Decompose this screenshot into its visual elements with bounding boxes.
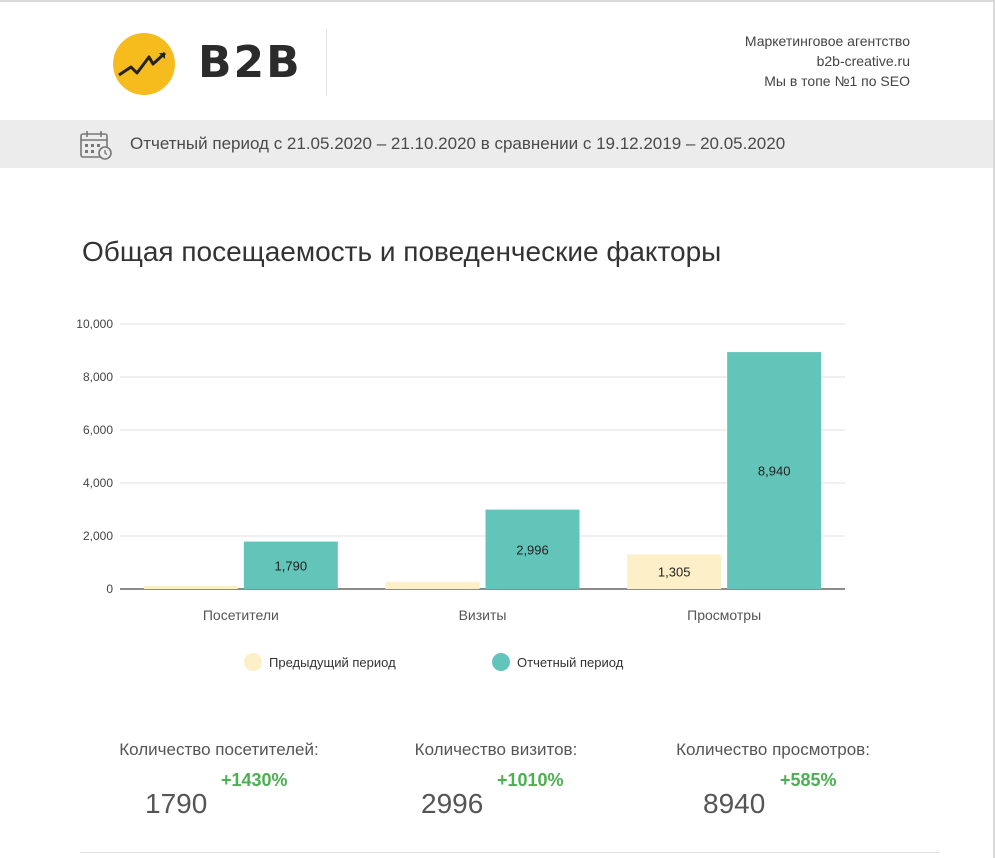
stat-label: Количество визитов: (414, 740, 578, 759)
logo-text: B2B (198, 37, 302, 88)
agency-line-site: b2b-creative.ru (816, 53, 910, 69)
stat-change: +1430% (221, 770, 288, 790)
agency-info: Маркетинговое агентство b2b-creative.ru … (745, 31, 910, 91)
legend-swatch (492, 653, 510, 671)
bar (485, 509, 580, 589)
logo-divider (326, 30, 327, 96)
stat-value: 1790 (145, 788, 208, 819)
traffic-bar-chart: 0 2,000 4,000 6,000 8,000 10,000 1,790 Посетите… (76, 317, 845, 671)
x-tick-label: Визиты (459, 607, 507, 623)
bar-data-label: 8,940 (758, 464, 791, 479)
bar-data-label: 1,305 (658, 565, 691, 580)
bar (385, 581, 480, 589)
y-tick-label: 8,000 (83, 370, 113, 384)
stat-visits: Количество визитов: 2996 +1010% (366, 740, 626, 819)
legend-swatch (244, 653, 262, 671)
legend-label: Предыдущий период (269, 655, 396, 670)
bar (627, 554, 722, 589)
bar (143, 585, 238, 589)
stat-change: +1010% (497, 770, 564, 790)
agency-line-slogan: Мы в топе №1 по SEO (764, 73, 910, 89)
bar-data-label: 1,790 (275, 558, 308, 573)
x-tick-label: Просмотры (687, 607, 761, 623)
calendar-clock-icon (80, 131, 112, 160)
stat-label: Количество посетителей: (119, 740, 319, 759)
stat-value: 8940 (703, 788, 766, 819)
agency-line-type: Маркетинговое агентство (744, 33, 910, 49)
stat-change: +585% (780, 770, 837, 790)
stat-visitors: Количество посетителей: 1790 +1430% (89, 740, 349, 819)
y-tick-label: 2,000 (83, 529, 113, 543)
bar-data-label: 2,996 (516, 542, 549, 557)
bottom-divider (80, 852, 940, 853)
y-tick-label: 10,000 (76, 317, 113, 331)
bar (243, 541, 338, 589)
logo-lightning-icon (113, 33, 175, 95)
section-title: Общая посещаемость и поведенческие факто… (82, 236, 722, 267)
stat-pageviews: Количество просмотров: 8940 +585% (643, 740, 903, 819)
y-tick-label: 4,000 (83, 476, 113, 490)
y-tick-label: 6,000 (83, 423, 113, 437)
legend-label: Отчетный период (517, 655, 624, 670)
stat-label: Количество просмотров: (676, 740, 870, 759)
period-bar: Отчетный период с 21.05.2020 – 21.10.202… (0, 120, 993, 168)
y-tick-label: 0 (106, 582, 113, 596)
x-tick-label: Посетители (203, 607, 279, 623)
stat-value: 2996 (421, 788, 484, 819)
period-text: Отчетный период с 21.05.2020 – 21.10.202… (130, 134, 786, 153)
bar (727, 352, 822, 589)
